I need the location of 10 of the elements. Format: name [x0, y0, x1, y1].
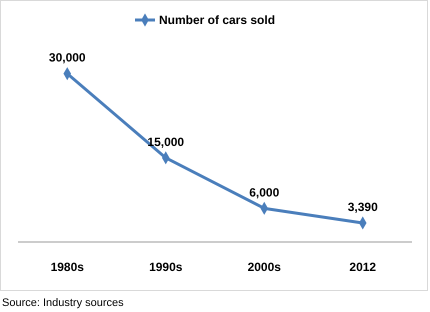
data-label: 15,000 — [147, 134, 184, 149]
x-tick-label: 1990s — [149, 260, 183, 274]
x-tick-label: 2000s — [248, 260, 282, 274]
data-label: 3,390 — [348, 200, 378, 214]
data-label: 30,000 — [48, 50, 86, 65]
x-tick-label: 2012 — [349, 260, 376, 274]
source-note: Source: Industry sources — [2, 297, 124, 309]
x-tick-label: 1980s — [50, 260, 84, 274]
data-label: 6,000 — [249, 185, 280, 200]
legend-label: Number of cars sold — [159, 13, 276, 27]
